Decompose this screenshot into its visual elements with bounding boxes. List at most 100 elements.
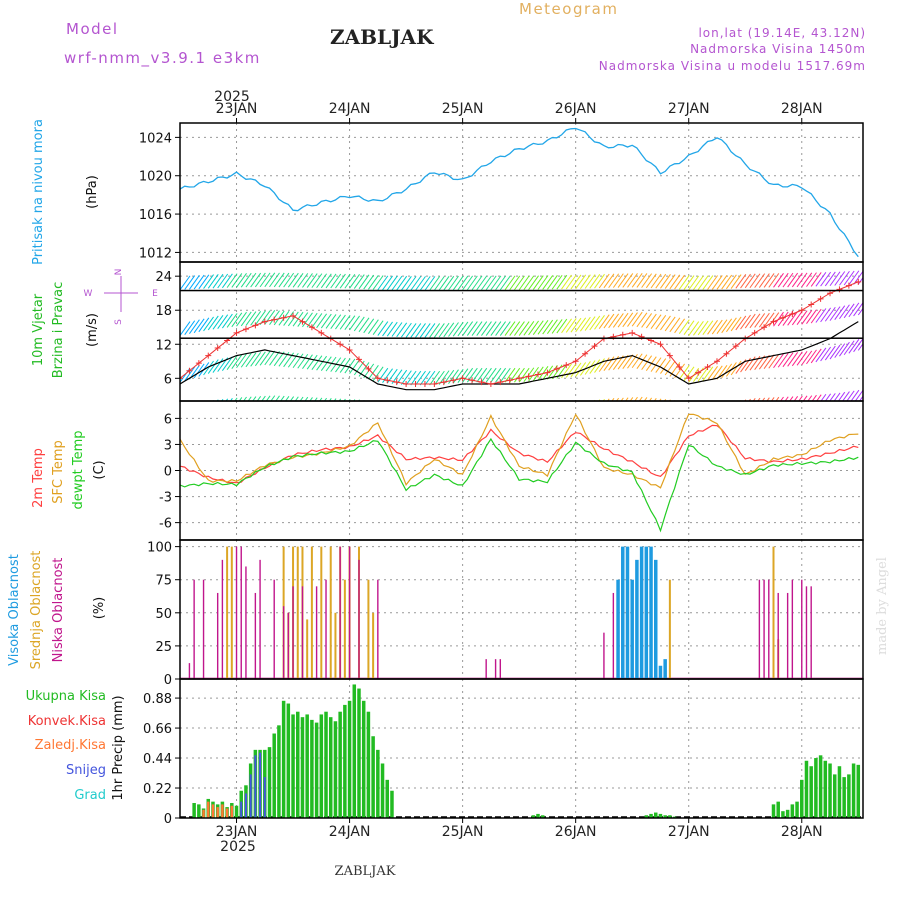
high-cloud-bar (649, 546, 653, 679)
total-precip-bar (277, 725, 281, 818)
wind-barb (273, 351, 285, 367)
wind-barb (189, 319, 200, 335)
wind-barb (698, 403, 708, 417)
frz-precip-bar (221, 804, 224, 818)
wind-barb (716, 275, 728, 290)
high-cloud-bar (630, 579, 634, 679)
wind-barb (675, 402, 685, 416)
wind-barb (378, 404, 388, 418)
wind-barb (217, 314, 229, 330)
wind-barb (754, 313, 766, 328)
wind-compass: N E S W (84, 269, 159, 325)
wind-barb (284, 396, 290, 401)
wind-barb (537, 275, 549, 290)
wind-label-1: 10m Vjetar (31, 293, 46, 366)
wind-barb (462, 321, 474, 336)
wind-barb (382, 321, 393, 337)
pressure-label: Pritisak na nivou mora (31, 119, 46, 265)
wind-barb (292, 273, 304, 288)
wind-barb (589, 315, 601, 331)
wind-barb (598, 399, 601, 401)
wind-barb (297, 353, 309, 369)
wind-barb (702, 275, 714, 290)
wind-barb (358, 317, 370, 333)
mid-cloud-bar (372, 612, 375, 679)
mid-cloud-bar (334, 612, 337, 679)
wind-barb (243, 396, 247, 401)
wind-barb (806, 309, 817, 325)
total-precip-bar (785, 809, 790, 818)
low-cloud-bar (805, 586, 808, 679)
chart-marks: 1024 1020 1016 1012 24 18 12 6 6 3 0 -3 -6 100 75 50 25 0… (139, 101, 864, 840)
wind-barb (524, 404, 534, 418)
wind-barb (358, 274, 370, 290)
wind-barb (287, 352, 299, 368)
total-precip-bar (291, 714, 295, 818)
wind-barb (254, 351, 266, 367)
low-cloud-bar (777, 592, 779, 679)
wind-barb (556, 318, 568, 334)
wind-barb (711, 275, 723, 290)
wind-barb (528, 320, 539, 336)
wind-barb (256, 396, 262, 401)
total-precip-bar (531, 815, 536, 818)
wind-barb (392, 404, 402, 418)
wind-barb (810, 272, 822, 287)
wind-barb (829, 306, 841, 321)
wind-barb (443, 322, 455, 338)
total-precip-bar (390, 790, 394, 818)
high-cloud-bar (639, 546, 644, 679)
wind-barb (773, 353, 784, 369)
wind-barb (711, 365, 723, 381)
wind-barb (782, 352, 794, 368)
wind-barb (853, 337, 863, 353)
low-cloud-bar (499, 659, 502, 679)
wind-barb (221, 356, 233, 371)
wind-barb (796, 272, 808, 288)
temperature-ytick-label: -3 (159, 491, 172, 506)
wind-barb (570, 317, 582, 333)
wind-barb (543, 403, 553, 417)
wind-barb (518, 275, 530, 291)
wind-barb (273, 310, 285, 326)
wind-barb (702, 320, 714, 335)
model-name: wrf-nmm_v3.9.1 e3km (64, 49, 261, 68)
panel-temperature-grid: 6 3 0 -3 -6 (159, 401, 863, 540)
wind-barb (758, 273, 770, 288)
xtick-top-label: 23JAN (216, 101, 258, 117)
legend-total-precip: Ukupna Kisa (26, 689, 106, 704)
wind-barb (532, 275, 544, 290)
wind-barb (302, 354, 313, 370)
wind-barb (481, 321, 492, 336)
wind-barb (575, 274, 587, 290)
wind-barb (444, 405, 454, 419)
wind-barb (683, 366, 695, 382)
wind-barb (330, 314, 342, 330)
wind-barb (843, 270, 855, 286)
wind-barb (377, 275, 389, 291)
wind-barb (697, 275, 709, 290)
wind-barb (777, 352, 789, 368)
clouds-ytick-label: 25 (155, 640, 172, 655)
precip-bars (180, 684, 863, 818)
temp2m-line (180, 424, 859, 484)
wind-barb (302, 273, 313, 288)
wind-barb (839, 304, 850, 320)
mid-cloud-bar (772, 546, 775, 679)
wind-barb (707, 275, 718, 290)
precip-unit: 1hr Precip (mm) (111, 695, 126, 800)
wind-barb (434, 405, 444, 419)
wind-barb (744, 273, 756, 289)
wind-barb (843, 340, 855, 356)
wind-ytick-label: 18 (155, 304, 172, 319)
wind-barb (311, 355, 323, 370)
wind-barb (820, 271, 832, 287)
wind-barb (203, 316, 214, 332)
wind-barb (240, 352, 252, 368)
wind-barb (565, 274, 577, 290)
wind-barb (386, 275, 398, 291)
total-precip-bar (385, 779, 390, 818)
wind-barb (485, 321, 497, 336)
snow-bar (244, 793, 247, 818)
wind-barb (589, 274, 601, 289)
